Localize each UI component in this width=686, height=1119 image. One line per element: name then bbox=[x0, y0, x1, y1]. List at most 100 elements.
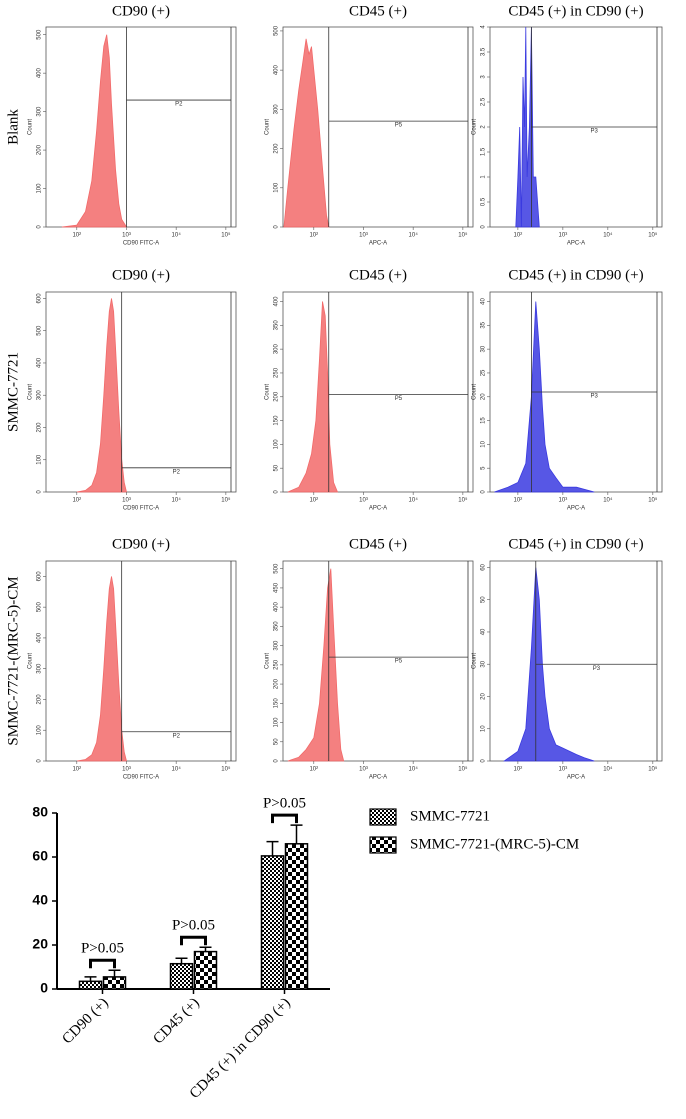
histogram bbox=[76, 576, 128, 762]
y-tick-label: 20 bbox=[481, 393, 487, 400]
significance-bracket bbox=[271, 813, 298, 824]
x-tick-label: 10³ bbox=[122, 498, 131, 504]
x-tick-label: 10⁴ bbox=[603, 766, 613, 773]
y-tick-label: 100 bbox=[274, 439, 280, 450]
y-axis-label: Count bbox=[28, 384, 34, 400]
x-tick-label: 10² bbox=[514, 767, 523, 773]
annotation: P>0.05 bbox=[263, 796, 306, 812]
y-tick-label: 20 bbox=[481, 692, 487, 699]
x-tick-label: 10⁴ bbox=[172, 497, 182, 504]
bar bbox=[78, 980, 103, 990]
y-tick-label: 60 bbox=[481, 563, 487, 570]
y-tick-label: 150 bbox=[274, 415, 280, 426]
x-tick-label: 10² bbox=[514, 233, 523, 239]
x-tick-label: 10³ bbox=[359, 498, 368, 504]
y-tick-label: 0 bbox=[274, 225, 280, 229]
y-tick-label: 0 bbox=[274, 759, 280, 763]
y-axis-label: Count bbox=[472, 384, 478, 400]
x-axis-label: APC-A bbox=[369, 775, 387, 781]
x-tick-label: 10⁴ bbox=[409, 497, 419, 504]
x-tick-label: 10⁴ bbox=[603, 232, 613, 239]
y-tick-label: 0 bbox=[274, 490, 280, 494]
y-tick-label: 600 bbox=[37, 293, 43, 304]
y-tick-label: 3.5 bbox=[481, 47, 487, 56]
y-tick-label: 100 bbox=[37, 725, 43, 736]
x-axis-label: CD90 FITC-A bbox=[123, 506, 159, 512]
y-tick-label: 500 bbox=[37, 29, 43, 40]
y-tick-label: 400 bbox=[274, 64, 280, 75]
gate-label: P3 bbox=[591, 129, 599, 135]
x-tick-label: 10⁵ bbox=[648, 232, 658, 239]
x-axis-label: APC-A bbox=[567, 775, 585, 781]
y-tick-label: 400 bbox=[274, 296, 280, 307]
legend-label: SMMC-7721-(MRC-5)-CM bbox=[410, 836, 579, 852]
legend-swatch bbox=[369, 808, 397, 826]
x-tick-label: 10⁵ bbox=[458, 497, 468, 504]
significance-bracket bbox=[180, 935, 207, 946]
x-tick-label: 10⁵ bbox=[221, 766, 231, 773]
annotation: P>0.05 bbox=[172, 918, 215, 934]
y-tick-label: 300 bbox=[37, 106, 43, 117]
plot-frame bbox=[489, 560, 663, 762]
panel-title: CD45 (+) in CD90 (+) bbox=[508, 267, 643, 283]
y-tick-label: 2.5 bbox=[481, 97, 487, 106]
x-tick-label: 10⁴ bbox=[603, 497, 613, 504]
x-tick-label: 10³ bbox=[359, 767, 368, 773]
y-tick-label: 400 bbox=[37, 67, 43, 78]
histogram bbox=[287, 301, 339, 493]
y-tick-label: 50 bbox=[274, 738, 280, 745]
y-tick-label: 100 bbox=[37, 183, 43, 194]
y-tick-label: 350 bbox=[274, 320, 280, 331]
y-tick-label: 4 bbox=[481, 25, 487, 29]
x-tick-label: CD45 (+) bbox=[150, 995, 202, 1047]
annotation: P>0.05 bbox=[81, 941, 124, 957]
y-tick-label: 400 bbox=[37, 632, 43, 643]
gate-label: P2 bbox=[173, 469, 181, 475]
x-tick-label: 10³ bbox=[359, 233, 368, 239]
y-tick-label: 0 bbox=[481, 490, 487, 494]
y-tick-label: 500 bbox=[274, 563, 280, 574]
y-axis-label: Count bbox=[265, 653, 271, 669]
y-tick-label: 200 bbox=[274, 143, 280, 154]
y-tick-label: 0 bbox=[37, 225, 43, 229]
x-tick-label: CD45 (+) in CD90 (+) bbox=[187, 995, 294, 1102]
y-tick-label: 1 bbox=[481, 175, 487, 179]
panel-title: CD90 (+) bbox=[112, 267, 170, 283]
y-tick-label: 100 bbox=[274, 182, 280, 193]
bar bbox=[102, 976, 127, 990]
y-tick-label: 60 bbox=[32, 848, 48, 864]
y-tick-label: 400 bbox=[274, 601, 280, 612]
y-axis-label: Count bbox=[28, 119, 34, 135]
y-tick-label: 40 bbox=[481, 628, 487, 635]
x-tick-label: 10⁵ bbox=[221, 497, 231, 504]
x-tick-label: 10² bbox=[514, 498, 523, 504]
y-axis-label: Count bbox=[472, 119, 478, 135]
y-tick-label: 250 bbox=[274, 367, 280, 378]
y-tick-label: 0 bbox=[37, 759, 43, 763]
legend-swatch bbox=[369, 836, 397, 854]
y-tick-label: 200 bbox=[37, 422, 43, 433]
gate-label: P5 bbox=[395, 396, 403, 402]
y-tick-label: 2 bbox=[481, 125, 487, 129]
error-bar bbox=[199, 946, 212, 952]
plot-frame bbox=[45, 26, 237, 228]
bar bbox=[260, 855, 285, 990]
error-bar bbox=[290, 824, 303, 844]
plot-frame bbox=[282, 26, 474, 228]
x-tick-label: 10³ bbox=[122, 233, 131, 239]
x-tick-label: 10⁵ bbox=[221, 232, 231, 239]
y-tick-label: 200 bbox=[37, 144, 43, 155]
y-tick-label: 30 bbox=[481, 660, 487, 667]
x-tick-label: 10³ bbox=[559, 767, 568, 773]
legend-label: SMMC-7721 bbox=[410, 808, 490, 824]
x-axis-label: APC-A bbox=[369, 241, 387, 247]
y-tick-label: 300 bbox=[37, 663, 43, 674]
row-label: SMMC-7721 bbox=[5, 352, 21, 432]
row-label: SMMC-7721-(MRC-5)-CM bbox=[5, 576, 21, 745]
y-tick-label: 50 bbox=[481, 596, 487, 603]
x-tick-label: CD90 (+) bbox=[59, 995, 111, 1047]
y-tick-label: 30 bbox=[481, 345, 487, 352]
y-tick-label: 80 bbox=[32, 804, 48, 820]
